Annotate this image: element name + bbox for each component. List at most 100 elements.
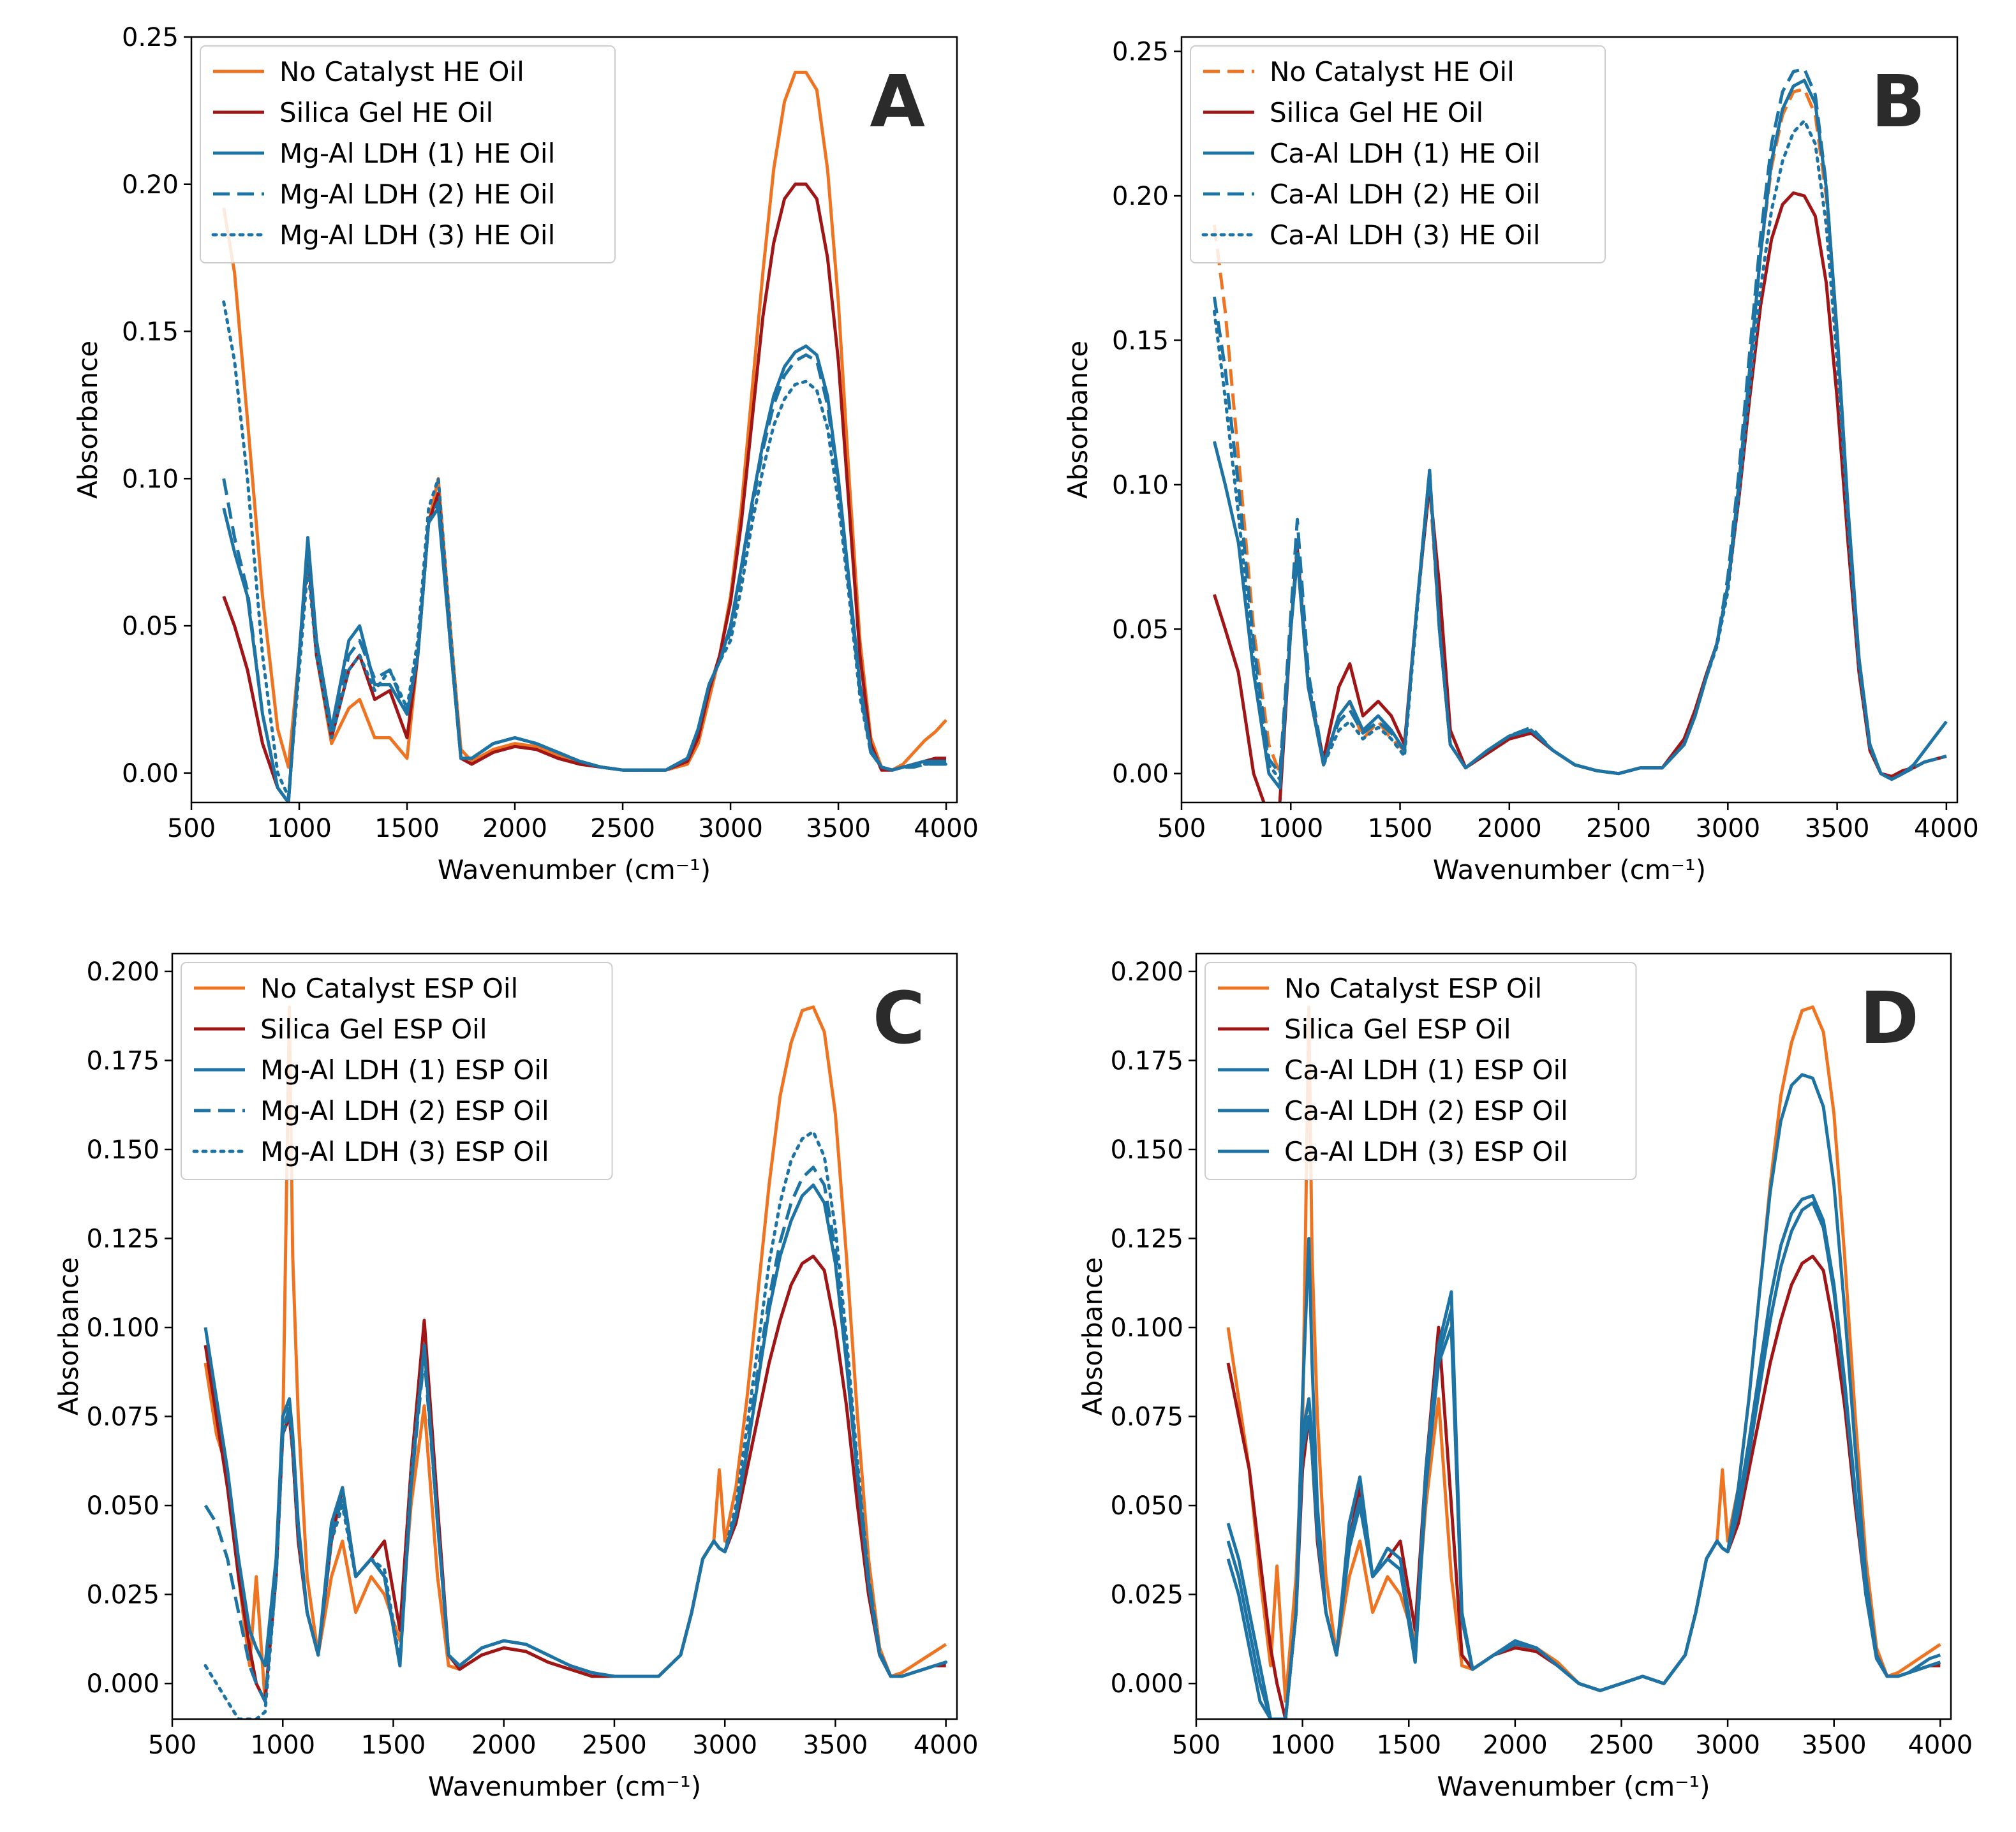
panel-a-axes-frame <box>190 36 958 804</box>
panel-c-y-tick-label: 0.000 <box>86 1669 159 1699</box>
panel-b-y-tick-label: 0.15 <box>1112 326 1169 355</box>
panel-c-y-tick-label: 0.100 <box>86 1313 159 1343</box>
panel-c-x-tick-label: 2500 <box>582 1731 647 1760</box>
panel-b-x-tick-label: 2000 <box>1477 814 1542 843</box>
panel-d-x-axis-label: Wavenumber (cm⁻¹) <box>1437 1771 1710 1802</box>
panel-a-y-tick-label: 0.20 <box>122 170 179 200</box>
panel-b-x-tick-label: 1500 <box>1368 814 1433 843</box>
panel-c-axes-frame <box>171 952 958 1720</box>
panel-a-y-tick-label: 0.10 <box>122 464 179 494</box>
panel-a-y-axis-label: Absorbance <box>72 341 103 499</box>
panel-d-x-tick-label: 1500 <box>1376 1731 1441 1760</box>
panel-c-x-tick-label: 3000 <box>692 1731 757 1760</box>
panel-d-y-tick-label: 0.050 <box>1110 1491 1183 1521</box>
panel-d-x-tick-label: 2000 <box>1483 1731 1548 1760</box>
panel-b-legend: No Catalyst HE Oil Silica Gel HE Oil Ca-Al… <box>1190 45 1606 263</box>
panel-a-y-tick-label: 0.25 <box>122 23 179 52</box>
panel-c-x-tick-label: 1000 <box>250 1731 315 1760</box>
panel-d-x-tick-label: 3500 <box>1802 1731 1867 1760</box>
panel-b-legend-box <box>1190 45 1606 263</box>
panel-a-legend-box <box>200 45 616 263</box>
panel-c-y-tick-label: 0.200 <box>86 957 159 987</box>
panel-c-y-tick-label: 0.125 <box>86 1225 159 1254</box>
panel-b-series-line-5 <box>1212 119 1948 781</box>
panel-a-x-tick-label: 2000 <box>482 814 547 843</box>
panel-c: 500 1000 1500 2000 2500 3000 3500 4000 0.000 0.02… <box>53 952 979 1802</box>
panel-d-axes-frame <box>1195 952 1952 1720</box>
panel-a-legend-label: No Catalyst HE Oil <box>279 56 524 87</box>
panel-a-x-tick-label: 1000 <box>267 814 332 843</box>
panel-b-legend-label: Ca-Al LDH (2) HE Oil <box>1270 179 1540 210</box>
panel-b-x-axis-label: Wavenumber (cm⁻¹) <box>1433 854 1706 885</box>
panel-a-legend: No Catalyst HE Oil Silica Gel HE Oil Mg-Al… <box>200 45 616 263</box>
panel-c-legend-label: Mg-Al LDH (1) ESP Oil <box>260 1054 549 1086</box>
panel-d-y-tick-label: 0.175 <box>1110 1046 1183 1075</box>
panel-c-legend-label: No Catalyst ESP Oil <box>260 973 518 1004</box>
panel-c-x-tick-label: 2000 <box>471 1731 537 1760</box>
panel-d-y-tick-label: 0.075 <box>1110 1403 1183 1432</box>
panel-b-y-tick-label: 0.00 <box>1112 760 1169 789</box>
panel-d-x-tick-label: 2500 <box>1589 1731 1654 1760</box>
panel-a-legend-label: Mg-Al LDH (3) HE Oil <box>279 219 555 251</box>
panel-a-y-tick-label: 0.00 <box>122 759 179 788</box>
panel-d-legend-label: Ca-Al LDH (2) ESP Oil <box>1284 1095 1568 1127</box>
panel-b-series-line-2 <box>1213 191 1947 802</box>
panel-d-x-tick-label: 1000 <box>1270 1731 1335 1760</box>
panel-d-y-axis-label: Absorbance <box>1077 1257 1108 1415</box>
panel-a-x-tick-label: 2500 <box>590 814 655 843</box>
panel-d-legend-box <box>1204 962 1637 1180</box>
panel-a-y-tick-label: 0.05 <box>122 612 179 641</box>
panel-b-y-tick-label: 0.25 <box>1112 38 1169 67</box>
panel-b-x-tick-label: 1000 <box>1258 814 1323 843</box>
panel-b-y-tick-label: 0.20 <box>1112 182 1169 211</box>
panel-a-x-tick-label: 3500 <box>806 814 871 843</box>
panel-c-x-tick-label: 500 <box>148 1731 196 1760</box>
panel-b-legend-label: Ca-Al LDH (1) HE Oil <box>1270 138 1540 169</box>
panel-c-legend-label: Mg-Al LDH (3) ESP Oil <box>260 1136 549 1167</box>
panel-d-y-tick-label: 0.025 <box>1110 1581 1183 1610</box>
panel-c-y-axis-label: Absorbance <box>53 1257 84 1415</box>
panel-d-legend-label: Ca-Al LDH (1) ESP Oil <box>1284 1054 1568 1086</box>
panel-a-y-tick-label: 0.15 <box>122 318 179 347</box>
panel-d-letter: D <box>1860 977 1919 1060</box>
panel-a-plot-area <box>222 70 948 802</box>
panel-b-legend-label: Silica Gel HE Oil <box>1270 97 1483 128</box>
panel-b: 500 1000 1500 2000 2500 3000 3500 4000 0.00 0.05 0… <box>1062 36 1979 885</box>
panel-b-y-axis-label: Absorbance <box>1062 341 1093 499</box>
panel-d-x-tick-label: 4000 <box>1908 1731 1973 1760</box>
panel-c-y-tick-label: 0.025 <box>86 1581 159 1610</box>
panel-a-x-tick-label: 1500 <box>374 814 440 843</box>
panel-d-legend-label: Ca-Al LDH (3) ESP Oil <box>1284 1136 1568 1167</box>
panel-a-series-line-5 <box>222 300 948 799</box>
panel-d-x-tick-label: 500 <box>1172 1731 1220 1760</box>
panel-d: 500 1000 1500 2000 2500 3000 3500 4000 0.000 0.02… <box>1077 952 1973 1802</box>
panel-c-y-tick-label: 0.175 <box>86 1046 159 1075</box>
panel-b-axes-frame <box>1180 36 1959 804</box>
panel-a-legend-label: Silica Gel HE Oil <box>279 97 493 128</box>
panel-a-letter: A <box>870 61 925 144</box>
panel-d-legend-label: Silica Gel ESP Oil <box>1284 1014 1511 1045</box>
panel-b-x-tick-label: 3000 <box>1695 814 1760 843</box>
panel-b-legend-label: No Catalyst HE Oil <box>1270 56 1515 87</box>
panel-a-x-axis-label: Wavenumber (cm⁻¹) <box>438 854 711 885</box>
panel-a: 500 1000 1500 2000 2500 3000 3500 4000 0.00 0.05 0… <box>72 23 979 885</box>
panel-d-y-tick-label: 0.200 <box>1110 957 1183 987</box>
panel-c-series-line-4 <box>204 1165 947 1703</box>
panel-b-letter: B <box>1871 61 1925 144</box>
panel-d-y-tick-label: 0.150 <box>1110 1135 1183 1165</box>
panel-d-legend: No Catalyst ESP Oil Silica Gel ESP Oil Ca-… <box>1204 962 1637 1180</box>
panel-c-x-tick-label: 4000 <box>914 1731 979 1760</box>
panel-b-legend-label: Ca-Al LDH (3) HE Oil <box>1270 219 1540 251</box>
panel-c-y-tick-label: 0.075 <box>86 1403 159 1432</box>
panel-d-y-tick-label: 0.125 <box>1110 1225 1183 1254</box>
panel-b-x-tick-label: 4000 <box>1914 814 1979 843</box>
panel-d-plot-area <box>1226 1005 1941 1719</box>
panel-c-legend-label: Silica Gel ESP Oil <box>260 1014 487 1045</box>
panel-b-plot-area <box>1212 67 1948 802</box>
panel-b-y-tick-label: 0.10 <box>1112 471 1169 500</box>
panel-c-y-tick-label: 0.050 <box>86 1491 159 1521</box>
panel-c-legend-label: Mg-Al LDH (2) ESP Oil <box>260 1095 549 1127</box>
panel-c-x-tick-label: 1500 <box>361 1731 426 1760</box>
panel-b-x-tick-label: 3500 <box>1805 814 1870 843</box>
panel-c-legend-box <box>181 962 613 1180</box>
